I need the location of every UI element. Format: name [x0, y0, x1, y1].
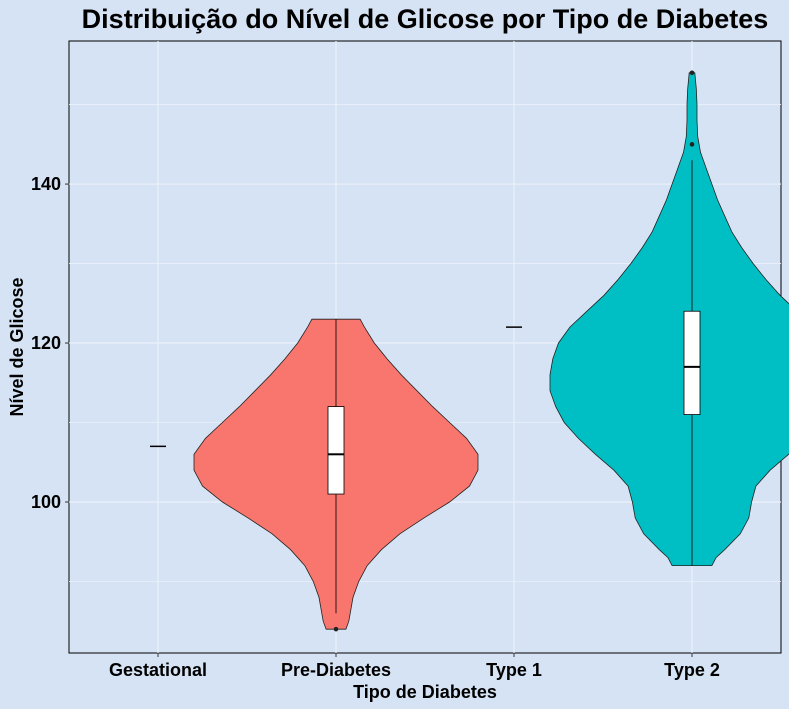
y-tick-label: 100 [31, 492, 61, 512]
y-axis-title: Nível de Glicose [7, 277, 27, 416]
y-axis-ticks: 100 120 140 [31, 174, 69, 512]
chart-title: Distribuição do Nível de Glicose por Tip… [82, 4, 769, 34]
x-tick-label: Pre-Diabetes [281, 660, 391, 680]
x-tick-label: Type 1 [486, 660, 542, 680]
y-tick-label: 140 [31, 174, 61, 194]
outlier-point [689, 70, 695, 76]
x-axis-title: Tipo de Diabetes [353, 682, 497, 702]
box [683, 310, 701, 415]
outlier-point [333, 626, 339, 632]
x-tick-label: Gestational [109, 660, 207, 680]
violins [150, 70, 789, 632]
x-axis-ticks: Gestational Pre-Diabetes Type 1 Type 2 [109, 653, 720, 680]
y-tick-label: 120 [31, 333, 61, 353]
violin-type-2 [549, 72, 789, 566]
box [327, 406, 345, 495]
outlier-point [689, 142, 695, 147]
x-tick-label: Type 2 [664, 660, 720, 680]
